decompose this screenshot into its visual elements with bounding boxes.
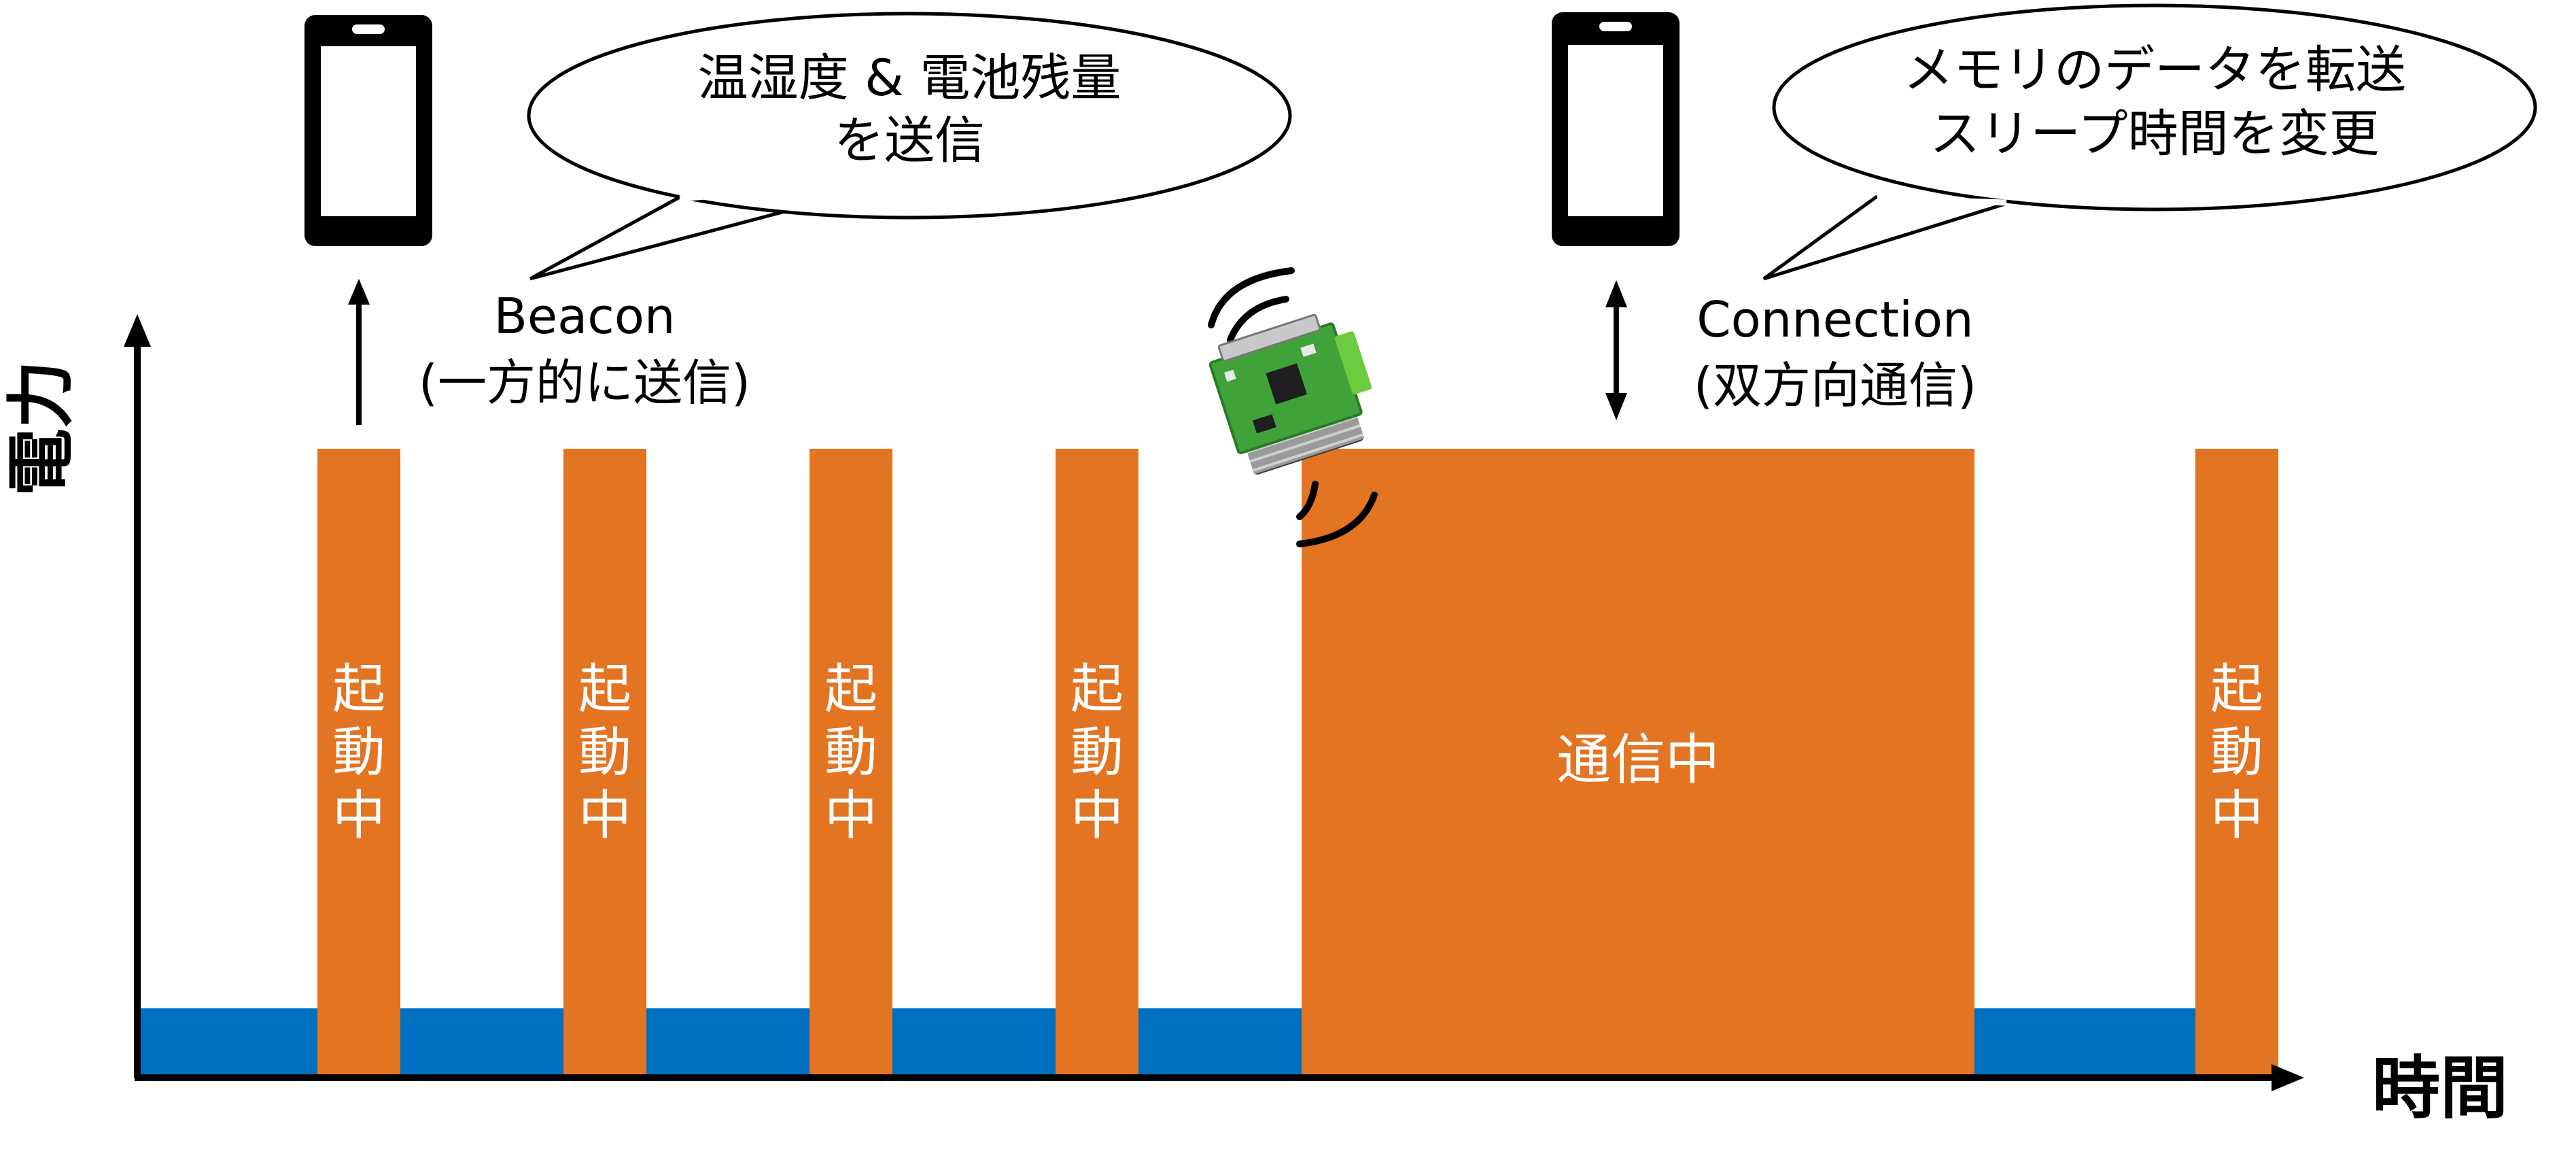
radio-wave-icon <box>1296 481 1378 547</box>
active-bar <box>1056 449 1138 1078</box>
active-bar <box>317 449 400 1078</box>
sleep-bar <box>892 1008 1056 1078</box>
active-bar <box>810 449 892 1078</box>
active-bar-label: 起 <box>2210 659 2263 720</box>
active-bar-label: 起 <box>578 659 631 720</box>
sleep-bar <box>1974 1008 2195 1078</box>
y-axis-arrowhead <box>124 314 151 347</box>
power-bars <box>139 449 2278 1078</box>
sleep-bar <box>646 1008 810 1078</box>
connection-arrowhead-down <box>1605 393 1627 420</box>
beacon-bubble-line1: 温湿度 & 電池残量 <box>698 49 1121 107</box>
active-bar-label: 中 <box>578 785 631 847</box>
sleep-bar <box>1138 1008 1302 1078</box>
active-bar-label: 中 <box>824 785 877 847</box>
active-bar <box>563 449 646 1078</box>
active-bar-label: 中 <box>1071 785 1124 847</box>
active-bar-label: 動 <box>2210 722 2263 783</box>
active-bar-label: 動 <box>332 722 385 783</box>
beacon-bubble-line2: を送信 <box>834 112 985 170</box>
x-axis-label: 時間 <box>2372 1048 2508 1128</box>
active-bar-label: 中 <box>2210 785 2263 847</box>
connection-title: Connection <box>1696 291 1973 348</box>
beacon-arrowhead <box>348 279 370 305</box>
connection-subtitle: (双方向通信) <box>1694 357 1977 414</box>
active-bar-label: 中 <box>332 785 385 847</box>
active-bar-label: 動 <box>1071 722 1124 783</box>
radio-wave-icon <box>1208 267 1295 343</box>
connection-arrowhead-up <box>1605 280 1627 307</box>
sleep-bar <box>400 1008 563 1078</box>
active-bar-label: 起 <box>824 659 877 720</box>
beacon-title: Beacon <box>493 288 675 345</box>
x-axis-arrowhead <box>2272 1064 2304 1091</box>
connection-bubble-line1: メモリのデータを転送 <box>1903 41 2406 99</box>
active-bar-label: 動 <box>824 722 877 783</box>
smartphone-icon <box>304 15 432 246</box>
sleep-bar <box>139 1008 317 1078</box>
connection-speech-bubble <box>1762 3 2537 281</box>
active-bar <box>2195 449 2278 1078</box>
y-axis-label: 電力 <box>1 360 81 496</box>
beacon-subtitle: (一方的に送信) <box>419 354 750 411</box>
connection-bubble-line2: スリープ時間を変更 <box>1930 105 2380 163</box>
connection-group: メモリのデータを転送 スリープ時間を変更 Connection (双方向通信) <box>1552 3 2537 420</box>
beacon-speech-bubble <box>527 12 1292 281</box>
sensor-device-group <box>1208 267 1378 547</box>
smartphone-icon <box>1552 12 1679 246</box>
sensor-device-icon <box>1208 313 1372 475</box>
active-bar-label: 動 <box>578 722 631 783</box>
communication-bar-label: 通信中 <box>1556 728 1720 791</box>
communication-bar <box>1302 449 1974 1078</box>
active-bar-label: 起 <box>332 659 385 720</box>
active-bar-label: 起 <box>1071 659 1124 720</box>
beacon-group: 温湿度 & 電池残量 を送信 Beacon (一方的に送信) <box>304 12 1292 425</box>
